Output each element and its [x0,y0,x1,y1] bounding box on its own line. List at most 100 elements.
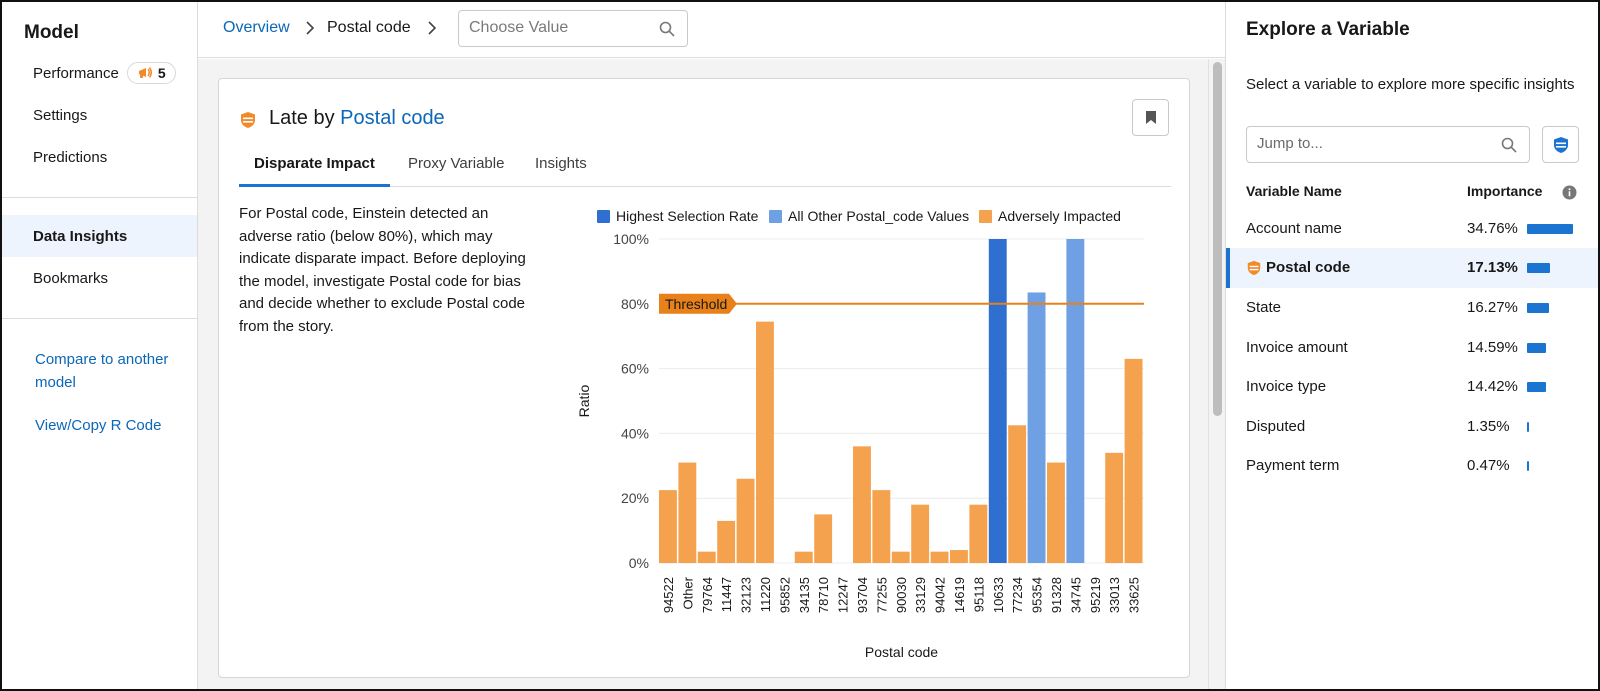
y-tick-label: 20% [621,490,649,506]
bookmark-button[interactable] [1132,99,1169,136]
bar [1066,239,1085,563]
variable-importance: 16.27% [1467,299,1518,316]
bar [988,239,1007,563]
sidebar-item-predictions[interactable]: Predictions [2,136,197,178]
variable-row-selected[interactable]: Postal code 17.13% [1226,248,1598,288]
variable-row[interactable]: Disputed 1.35% [1226,407,1598,447]
threshold-tag [659,293,737,314]
disparate-impact-description: For Postal code, Einstein detected an ad… [239,205,526,335]
scrollbar-thumb[interactable] [1213,62,1222,416]
importance-bar [1527,382,1547,392]
x-tick-label: 90030 [894,577,909,613]
view-r-code-link[interactable]: View/Copy R Code [35,417,162,434]
x-tick-label: 77234 [1010,577,1025,613]
sidebar-item-settings[interactable]: Settings [2,94,197,136]
bar [1008,425,1027,563]
x-tick-label: 33013 [1107,577,1122,613]
search-icon [1501,137,1517,153]
variable-row[interactable]: Account name 34.76% [1226,209,1598,249]
main-scrollbar[interactable] [1208,59,1225,689]
chevron-right-icon [306,21,315,35]
bar [659,490,677,563]
bar [794,551,813,563]
variable-name: Invoice type [1246,378,1327,395]
jump-to-input[interactable] [1257,135,1497,152]
sidebar-item-label: Predictions [33,148,108,166]
variable-name: Account name [1246,220,1342,237]
x-tick-label: 79764 [700,577,715,613]
bar [930,551,949,563]
tab-insights[interactable]: Insights [535,155,587,172]
variable-row[interactable]: State 16.27% [1226,288,1598,328]
x-tick-label: 12247 [836,577,851,613]
sidebar-title: Model [24,22,79,43]
explore-variable-panel: Explore a Variable Select a variable to … [1225,2,1598,689]
variable-name: Disputed [1246,418,1306,435]
legend-label: Adversely Impacted [998,208,1121,224]
sidebar-item-bookmarks[interactable]: Bookmarks [2,257,197,299]
variable-importance: 1.35% [1467,418,1510,435]
importance-bar [1527,303,1549,313]
variable-importance: 14.42% [1467,378,1518,395]
breadcrumb: Overview Postal code [198,2,1225,58]
breadcrumb-overview-link[interactable]: Overview [223,19,290,36]
bar [736,478,755,563]
x-tick-label: 93704 [855,577,870,613]
variable-row[interactable]: Invoice type 14.42% [1226,367,1598,407]
column-header-importance[interactable]: Importance [1467,183,1543,199]
x-tick-label: 33129 [913,577,928,613]
x-tick-label: 33625 [1127,577,1142,613]
card-title-variable-link[interactable]: Postal code [340,107,445,129]
legend-label: Highest Selection Rate [616,208,759,224]
shield-icon [1247,260,1261,275]
variable-name-text: Postal code [1266,259,1351,276]
bookmark-icon [1145,111,1156,124]
variable-name: Payment term [1246,457,1340,474]
jump-to-search[interactable] [1246,126,1530,163]
bar [969,504,988,563]
x-tick-label: 34135 [797,577,812,613]
x-tick-label: 95219 [1088,577,1103,613]
importance-bar [1527,343,1547,353]
variable-row[interactable]: Payment term 0.47% [1226,446,1598,486]
performance-alert-badge[interactable]: 5 [126,62,176,84]
bar [1047,462,1065,563]
bar [853,446,871,563]
sidebar-item-performance[interactable]: Performance 5 [2,52,197,94]
x-tick-label: 78710 [816,577,831,613]
x-tick-label: 94522 [661,577,676,613]
choose-value-combobox[interactable] [458,10,688,47]
bar [872,490,891,563]
card-title-prefix: Late by [269,107,335,129]
shield-filter-button[interactable] [1542,126,1579,163]
legend-label: All Other Postal_code Values [788,208,969,224]
y-tick-label: 60% [621,361,649,377]
column-header-variable-name: Variable Name [1246,183,1342,199]
bar [950,550,968,563]
bar [717,520,736,563]
shield-icon [1553,136,1568,153]
choose-value-input[interactable] [469,19,649,37]
variable-row[interactable]: Invoice amount 14.59% [1226,328,1598,368]
x-tick-label: 34745 [1068,577,1083,613]
x-tick-label: 11220 [758,577,773,612]
bar [1027,292,1046,563]
x-tick-label: 10633 [991,577,1006,613]
sidebar-divider [2,318,197,319]
y-axis-label: Ratio [576,384,592,417]
importance-bar [1527,224,1573,234]
variable-name: State [1246,299,1282,316]
y-tick-label: 40% [621,425,649,441]
tab-disparate-impact[interactable]: Disparate Impact [239,151,390,187]
compare-model-link[interactable]: Compare to another model [35,351,169,391]
bar [911,504,930,563]
x-tick-label: 11447 [719,577,734,612]
x-tick-label: 95118 [971,577,986,612]
sidebar-divider [2,197,197,198]
sidebar-item-data-insights[interactable]: Data Insights [2,215,197,257]
bar [678,462,697,563]
search-icon [659,21,675,37]
tab-proxy-variable[interactable]: Proxy Variable [408,155,505,172]
info-icon[interactable] [1562,185,1577,200]
variable-importance: 14.59% [1467,339,1518,356]
